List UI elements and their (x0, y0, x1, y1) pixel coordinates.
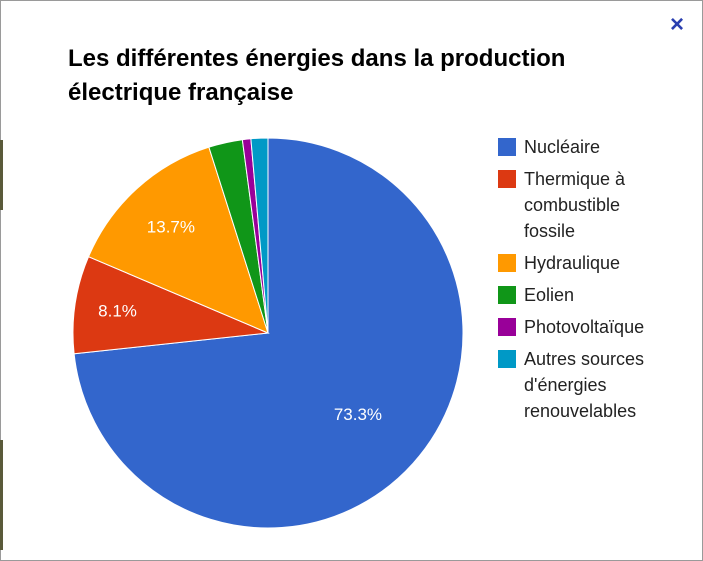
legend-swatch (498, 254, 516, 272)
legend-swatch (498, 286, 516, 304)
slice-label: 13.7% (147, 217, 195, 236)
pie-slice (250, 137, 269, 334)
legend-item-photovoltaique: Photovoltaïque (498, 314, 698, 340)
legend-label: Photovoltaïque (524, 317, 645, 337)
legend-item-eolien: Eolien (498, 282, 698, 308)
chart-title: Les différentes énergies dans la product… (68, 45, 566, 106)
slice-label: 73.3% (334, 405, 382, 424)
legend-swatch (498, 350, 516, 368)
legend-label: Hydraulique (524, 253, 621, 273)
pie-slice (87, 146, 269, 334)
legend-item-nucleaire: Nucléaire (498, 134, 698, 160)
left-edge-mark (0, 140, 3, 210)
legend-label: Eolien (524, 285, 575, 305)
legend-swatch (498, 170, 516, 188)
legend-item-hydraulique: Hydraulique (498, 250, 698, 276)
legend-label: Thermique à combustible fossile (524, 169, 626, 241)
left-edge-mark (0, 440, 3, 550)
legend-swatch (498, 318, 516, 336)
pie-slice (72, 256, 270, 355)
legend-label: Autres sources d'énergies renouvelables (524, 349, 645, 421)
legend-item-thermique: Thermique à combustible fossile (498, 166, 674, 244)
legend-item-autres: Autres sources d'énergies renouvelables (498, 346, 684, 424)
legend-swatch (498, 138, 516, 156)
chart-legend: Nucléaire Thermique à combustible fossil… (498, 134, 698, 430)
close-icon[interactable]: × (669, 11, 684, 38)
slice-label: 8.1% (98, 302, 137, 321)
legend-label: Nucléaire (524, 137, 601, 157)
